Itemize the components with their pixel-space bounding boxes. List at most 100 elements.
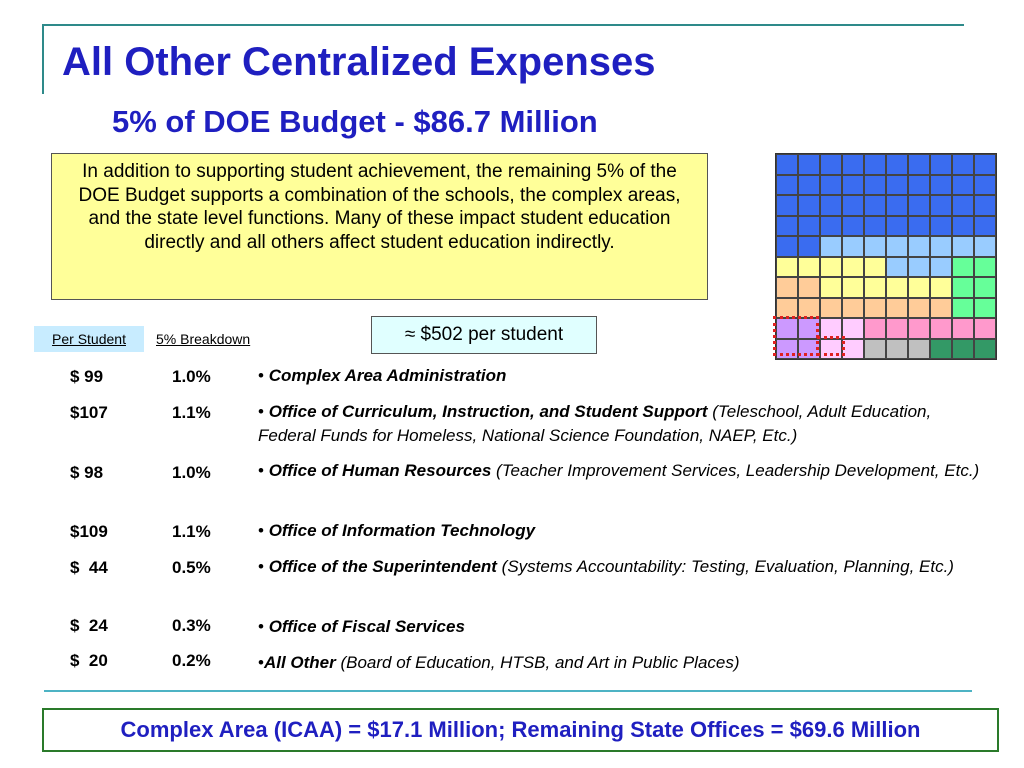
grid-cell [930,236,952,257]
grid-cell [864,215,886,236]
slide-subtitle: 5% of DOE Budget - $86.7 Million [112,104,598,139]
row-percent: 0.3% [172,616,211,635]
grid-cell [864,256,886,277]
highlight-outline [773,316,819,356]
grid-cell [842,174,864,195]
grid-cell [952,297,974,318]
grid-cell [952,256,974,277]
bullet: • [258,653,264,672]
row-amount: $ 20 [70,651,108,670]
grid-cell [798,154,820,175]
row-title: Office of Information Technology [268,521,536,540]
grid-cell [908,195,930,216]
grid-cell [820,174,842,195]
grid-cell [798,256,820,277]
grid-cell [930,277,952,298]
row-title: Complex Area Administration [268,366,507,385]
grid-cell [864,277,886,298]
grid-cell [820,215,842,236]
grid-cell [886,215,908,236]
grid-cell [908,154,930,175]
grid-cell [776,297,798,318]
grid-cell [930,154,952,175]
grid-cell [864,154,886,175]
row-description: • Office of the Superintendent (Systems … [258,555,993,579]
grid-cell [908,236,930,257]
row-description: •All Other (Board of Education, HTSB, an… [258,651,993,675]
grid-cell [974,195,996,216]
grid-cell [908,215,930,236]
row-detail: (Board of Education, HTSB, and Art in Pu… [335,653,740,672]
grid-cell [864,174,886,195]
grid-cell [864,297,886,318]
grid-cell [930,215,952,236]
row-amount: $109 [70,522,108,541]
grid-cell [776,174,798,195]
row-title: All Other [263,653,336,672]
grid-cell [908,256,930,277]
grid-cell [842,318,864,339]
grid-cell [974,297,996,318]
row-amount: $107 [70,403,108,422]
grid-cell [908,174,930,195]
row-description: • Office of Fiscal Services [258,615,993,639]
grid-cell [842,277,864,298]
grid-cell [908,338,930,359]
row-description: • Complex Area Administration [258,364,993,388]
row-title: Office of the Superintendent [268,557,497,576]
row-title: Office of Human Resources [268,461,492,480]
grid-cell [952,277,974,298]
grid-cell [952,154,974,175]
row-detail: (Teleschool, Adult Education, Federal Fu… [258,402,932,445]
breakdown-header: 5% Breakdown [156,331,251,347]
row-description: • Office of Curriculum, Instruction, and… [258,400,993,448]
grid-cell [886,256,908,277]
row-percent: 1.0% [172,463,211,482]
grid-cell [952,215,974,236]
grid-cell [798,174,820,195]
row-percent: 1.0% [172,367,211,386]
row-amount: $ 98 [70,463,104,482]
bullet: • [258,402,269,421]
grid-cell [776,215,798,236]
grid-cell [952,338,974,359]
grid-cell [974,236,996,257]
grid-cell [908,318,930,339]
grid-cell [974,215,996,236]
row-percent: 0.2% [172,651,211,670]
bullet: • [258,366,269,385]
grid-cell [842,297,864,318]
row-description: • Office of Information Technology [258,519,993,543]
grid-cell [776,256,798,277]
grid-cell [952,174,974,195]
intro-text-box: In addition to supporting student achiev… [51,153,708,300]
per-student-callout: ≈ $502 per student [371,316,597,354]
grid-cell [776,277,798,298]
budget-grid-chart [775,153,997,360]
grid-cell [930,174,952,195]
bullet: • [258,461,269,480]
grid-cell [864,318,886,339]
grid-cell [930,256,952,277]
grid-cell [886,338,908,359]
grid-cell [842,256,864,277]
grid-cell [798,215,820,236]
grid-cell [952,318,974,339]
row-percent: 0.5% [172,558,211,577]
grid-cell [886,195,908,216]
grid-cell [820,256,842,277]
grid-cell [798,195,820,216]
grid-cell [798,277,820,298]
grid-cell [886,318,908,339]
grid-cell [842,195,864,216]
grid-cell [908,297,930,318]
grid-cell [842,215,864,236]
grid-cell [776,236,798,257]
grid-cell [974,174,996,195]
grid-cell [886,297,908,318]
grid-cell [930,338,952,359]
frame-bottom-rule [44,690,972,692]
bullet: • [258,521,269,540]
grid-cell [798,297,820,318]
grid-cell [886,174,908,195]
